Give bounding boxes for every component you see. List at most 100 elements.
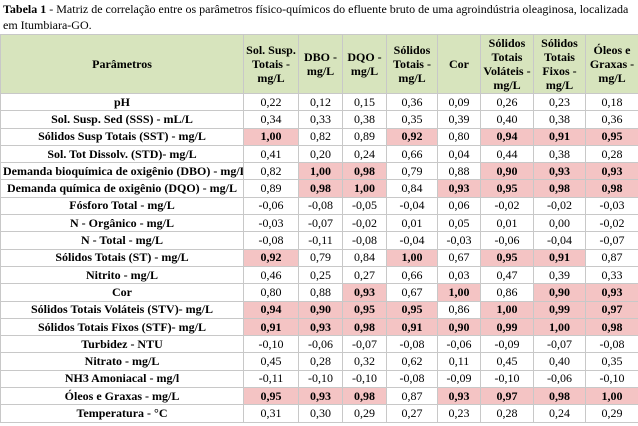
cell: 0,90 [533,283,586,302]
cell: -0,09 [480,335,534,354]
cell: 0,26 [480,92,534,112]
cell: 0,24 [533,404,586,423]
cell: 0,93 [437,179,481,198]
cell: 0,23 [437,404,481,423]
cell: 1,00 [585,387,638,406]
table-row: Demanda bioquímica de oxigênio (DBO) - m… [0,162,638,181]
cell: 0,41 [243,144,299,164]
cell: 0,93 [437,387,481,406]
cell: 0,67 [386,283,438,302]
row-label: Sólidos Totais (ST) - mg/L [0,248,244,267]
column-header: Sólidos Totais Voláteis - mg/L [480,34,534,94]
cell: 0,86 [480,283,534,302]
table-row: Óleos e Graxas - mg/L 0,95 0,93 0,98 0,87 0,9… [0,387,638,406]
cell: 0,28 [585,144,638,164]
table-row: N - Orgânico - mg/L -0,03 -0,07 -0,02 0,01 0,… [0,214,638,233]
cell: 0,66 [386,265,438,285]
row-label: pH [0,92,244,112]
cell: 0,92 [243,248,299,267]
cell: 0,34 [243,110,299,129]
cell: 0,98 [585,179,638,198]
row-label: NH3 Amoniacal - mg/l [0,369,244,389]
cell: -0,08 [386,335,438,354]
cell: 0,45 [243,352,299,371]
cell: -0,06 [298,335,343,354]
cell: 0,05 [437,214,481,233]
cell: 0,94 [480,127,534,146]
cell: -0,07 [342,335,387,354]
row-label: Sólidos Totais Voláteis (STV)- mg/L [0,300,244,319]
table-row: Sol. Tot Dissolv. (STD)- mg/L 0,41 0,20 0,2… [0,144,638,164]
cell: 0,87 [386,387,438,406]
cell: 0,38 [533,144,586,164]
header-row: Parâmetros Sol. Susp. Totais - mg/L DBO - … [0,34,638,94]
cell: 0,39 [533,265,586,285]
cell: 0,01 [480,214,534,233]
cell: 0,11 [437,352,481,371]
cell: 0,88 [298,283,343,302]
cell: 0,93 [298,317,343,337]
cell: -0,08 [386,369,438,389]
cell: 0,84 [342,248,387,267]
cell: 0,95 [585,127,638,146]
table-row: Turbidez - NTU -0,10 -0,06 -0,07 -0,08 -0,06-… [0,335,638,354]
cell: -0,05 [342,196,387,216]
column-header: Parâmetros [0,34,244,94]
cell: 0,90 [298,300,343,319]
cell: 0,09 [437,92,481,112]
column-header: Óleos e Graxas - mg/L [585,34,638,94]
column-header: DBO - mg/L [298,34,343,94]
column-header: Sólidos Totais Fixos - mg/L [533,34,586,94]
table-row: Fósforo Total - mg/L -0,06 -0,08 -0,05 -0,04… [0,196,638,216]
cell: 0,18 [585,92,638,112]
column-header: Sol. Susp. Totais - mg/L [243,34,299,94]
cell: 0,93 [533,162,586,181]
cell: 0,98 [533,179,586,198]
cell: 0,36 [386,92,438,112]
cell: 0,86 [437,300,481,319]
cell: 0,31 [243,404,299,423]
row-label: Óleos e Graxas - mg/L [0,387,244,406]
column-header: Sólidos Totais - mg/L [386,34,438,94]
row-label: Sólidos Susp Totais (SST) - mg/L [0,127,244,146]
cell: 0,98 [298,179,343,198]
cell: 1,00 [243,127,299,146]
table-row: Sólidos Susp Totais (SST) - mg/L 1,00 0,82… [0,127,638,146]
table-row: NH3 Amoniacal - mg/l -0,11 -0,10 -0,10 -0,08… [0,369,638,389]
cell: 0,45 [480,352,534,371]
row-label: Turbidez - NTU [0,335,244,354]
cell: 0,39 [437,110,481,129]
table: Parâmetros Sol. Susp. Totais - mg/L DBO - … [0,34,638,423]
cell: 0,29 [342,404,387,423]
cell: 0,27 [342,265,387,285]
cell: 0,28 [480,404,534,423]
cell: 0,40 [480,110,534,129]
cell: 0,30 [298,404,343,423]
table-row: Sólidos Totais (ST) - mg/L 0,92 0,79 0,84 1,… [0,248,638,267]
cell: 0,93 [585,283,638,302]
cell: 0,95 [243,387,299,406]
cell: 0,93 [585,162,638,181]
cell: 0,79 [386,162,438,181]
row-label: Demanda bioquímica de oxigênio (DBO) - m… [0,162,244,181]
table-row: Sólidos Totais Voláteis (STV)- mg/L 0,94 0… [0,300,638,319]
cell: 0,12 [298,92,343,112]
cell: 0,06 [437,196,481,216]
cell: -0,11 [243,369,299,389]
cell: 0,90 [437,317,481,337]
column-header: DQO - mg/L [342,34,387,94]
row-label: Sol. Tot Dissolv. (STD)- mg/L [0,144,244,164]
cell: 0,90 [480,162,534,181]
cell: -0,09 [437,369,481,389]
cell: 0,98 [342,317,387,337]
cell: 0,00 [533,214,586,233]
cell: -0,10 [585,369,638,389]
cell: 0,66 [386,144,438,164]
cell: -0,06 [533,369,586,389]
cell: 0,91 [243,317,299,337]
table-body: pH 0,22 0,12 0,15 0,36 0,09 0,26 0,23 0,18 Sol. S… [0,92,638,423]
cell: 0,32 [342,352,387,371]
table-row: pH 0,22 0,12 0,15 0,36 0,09 0,26 0,23 0,18 [0,92,638,112]
cell: 0,79 [298,248,343,267]
cell: 0,36 [585,110,638,129]
